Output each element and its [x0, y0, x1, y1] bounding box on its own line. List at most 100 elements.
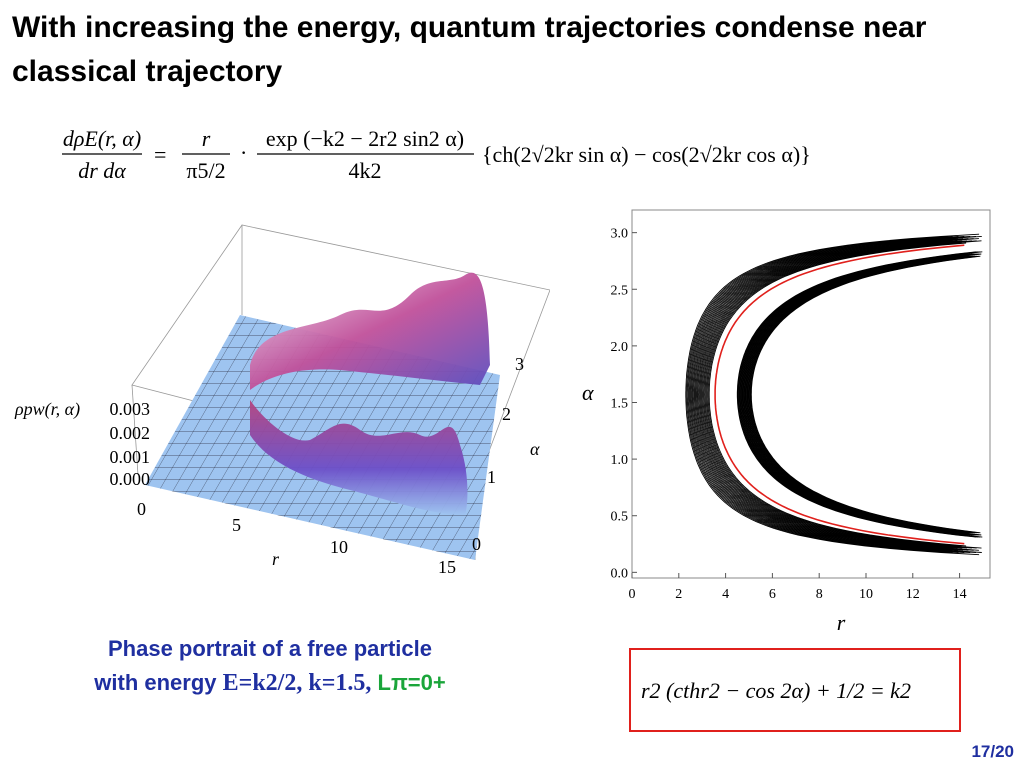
caption-l-pi: Lπ=0+: [377, 670, 446, 695]
classical-trajectory-formula-box: r2 (cthr2 − cos 2α) + 1/2 = k2: [629, 648, 961, 732]
quantum-trajectory-line: [692, 235, 982, 553]
x-tick-label: 12: [906, 587, 920, 602]
quantum-trajectory-line: [705, 240, 982, 549]
page-number: 17/20: [971, 742, 1014, 761]
quantum-trajectory-line: [686, 235, 947, 553]
alpha-tick-label: 2: [502, 404, 511, 424]
quantum-trajectory-line: [748, 255, 974, 534]
caption-line-1: Phase portrait of a free particle: [108, 636, 432, 661]
quantum-trajectory-line: [750, 255, 979, 534]
x-tick-label: 2: [675, 587, 682, 602]
quantum-trajectory-line: [695, 238, 964, 551]
quantum-trajectory-line: [698, 238, 979, 551]
y-tick-label: 1.0: [611, 453, 629, 468]
quantum-trajectory-line: [736, 251, 977, 538]
formula-frac2-numerator: exp (−k2 − 2r2 sin2 α): [266, 126, 464, 151]
quantum-trajectory-line: [689, 235, 965, 553]
z-tick-label: 0.003: [110, 399, 151, 419]
y-tick-label: 0.0: [611, 566, 629, 581]
quantum-trajectory-line: [687, 235, 953, 553]
quantum-trajectory-line: [745, 255, 965, 534]
quantum-trajectory-line: [685, 233, 980, 556]
quantum-trajectory-line: [702, 240, 968, 549]
quantum-trajectory-line: [693, 238, 953, 551]
phase-portrait-chart: 0 2 4 6 8 10 12 14 0.0 0.5 1.0 1.5 2.0 2.5 3.0 r α: [582, 209, 991, 635]
formula-bracket-term: {ch(2√2kr sin α) − cos(2√2kr cos α)}: [482, 142, 811, 167]
alpha-tick-label: 0: [472, 534, 481, 554]
quantum-trajectory-line: [703, 240, 972, 549]
quantum-trajectory-line: [737, 251, 979, 538]
x-tick-label: 0: [629, 587, 636, 602]
alpha-tick-label: 3: [515, 354, 524, 374]
quantum-trajectory-line: [708, 242, 967, 547]
z-tick-label: 0.000: [110, 469, 151, 489]
quantum-trajectory-line: [701, 240, 963, 549]
quantum-trajectory-line: [700, 240, 958, 549]
quantum-trajectory-line: [744, 253, 982, 536]
svg-text:=: =: [154, 142, 166, 167]
x-tick-label: 4: [722, 587, 729, 602]
formula-frac1-numerator: r: [202, 126, 211, 151]
quantum-trajectory-line: [741, 253, 971, 536]
quantum-trajectory-line: [746, 255, 969, 534]
back-ridge: [250, 272, 490, 390]
r-tick-label: 10: [330, 537, 348, 557]
r-tick-label: 0: [137, 499, 146, 519]
quantum-trajectory-line: [738, 251, 983, 538]
y-tick-label: 2.5: [611, 283, 629, 298]
r-axis-label: r: [272, 549, 280, 569]
z-tick-label: 0.002: [110, 423, 151, 443]
x-tick-label: 10: [859, 587, 873, 602]
quantum-trajectory-line: [744, 253, 980, 536]
quantum-trajectory-line: [704, 240, 977, 549]
quantum-trajectory-line: [706, 242, 958, 547]
formula-frac1-denominator: π5/2: [186, 158, 225, 183]
alpha-tick-label: 1: [487, 467, 496, 487]
quantum-trajectory-line: [739, 253, 967, 536]
alpha-axis-label: α: [530, 439, 540, 459]
formula-frac2-denominator: 4k2: [349, 158, 382, 183]
quantum-trajectory-line: [740, 253, 969, 536]
quantum-trajectory-line: [738, 251, 981, 538]
caption-prefix: with energy: [94, 670, 223, 695]
y-tick-label: 0.5: [611, 510, 629, 525]
y-axis-label: α: [582, 380, 594, 405]
svg-text:·: ·: [240, 140, 247, 165]
quantum-trajectory-line: [741, 253, 972, 536]
quantum-trajectory-line: [747, 255, 972, 534]
slide-title: With increasing the energy, quantum traj…: [12, 11, 927, 88]
quantum-trajectory-line: [750, 255, 981, 534]
x-tick-label: 8: [816, 587, 823, 602]
formula-box-text: r2 (cthr2 − cos 2α) + 1/2 = k2: [641, 678, 911, 703]
quantum-trajectory-line: [690, 235, 971, 553]
quantum-trajectory-line: [697, 238, 974, 551]
z-axis-label: ρpw(r, α): [14, 399, 80, 420]
quantum-trajectory-line: [694, 238, 958, 551]
r-tick-label: 5: [232, 515, 241, 535]
quantum-trajectory-line: [707, 242, 962, 547]
classical-trajectory-line: [714, 244, 965, 545]
quantum-trajectory-line: [749, 255, 976, 534]
y-tick-label: 3.0: [611, 227, 629, 242]
caption-energy: E=k2/2, k=1.5,: [222, 670, 372, 696]
x-tick-label: 14: [953, 587, 967, 602]
z-tick-label: 0.001: [110, 447, 151, 467]
y-tick-label: 1.5: [611, 396, 629, 411]
quantum-trajectory-line: [746, 255, 967, 534]
formula-lhs-numerator: dρE(r, α): [63, 126, 141, 151]
front-ridge: [250, 400, 468, 515]
x-axis-label: r: [837, 610, 846, 635]
y-tick-label: 2.0: [611, 340, 629, 355]
quantum-trajectory-line: [691, 235, 977, 553]
formula-lhs-denominator: dr dα: [78, 158, 126, 183]
caption-line-2: with energy E=k2/2, k=1.5, Lπ=0+: [30, 666, 510, 700]
density-formula: dρE(r, α) dr dα = r π5/2 · exp (−k2 − 2r…: [62, 126, 811, 183]
quantum-trajectory-line: [688, 235, 959, 553]
figure-caption: Phase portrait of a free particle with e…: [30, 632, 510, 700]
quantum-trajectory-line: [747, 255, 970, 534]
x-tick-label: 6: [769, 587, 776, 602]
quantum-trajectory-line: [742, 253, 976, 536]
quantum-trajectory-line: [696, 238, 969, 551]
r-tick-label: 15: [438, 557, 456, 577]
quantum-trajectory-line: [743, 253, 978, 536]
